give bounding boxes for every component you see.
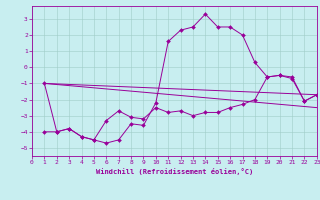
X-axis label: Windchill (Refroidissement éolien,°C): Windchill (Refroidissement éolien,°C)	[96, 168, 253, 175]
